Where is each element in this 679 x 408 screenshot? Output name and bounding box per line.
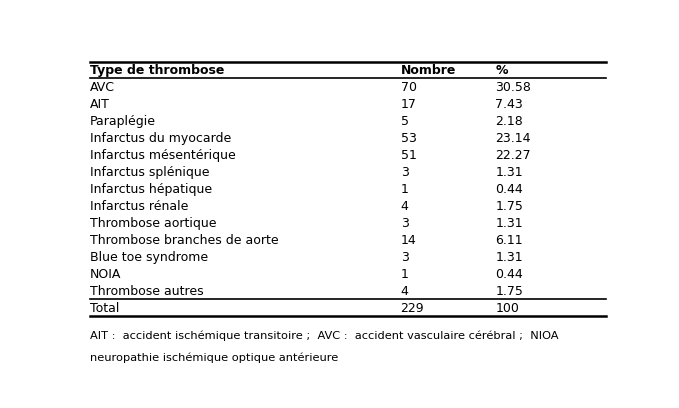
Text: Thrombose autres: Thrombose autres (90, 285, 204, 298)
Text: Paraplégie: Paraplégie (90, 115, 156, 128)
Text: Nombre: Nombre (401, 64, 456, 78)
Text: 53: 53 (401, 132, 416, 145)
Text: AIT: AIT (90, 98, 110, 111)
Text: Blue toe syndrome: Blue toe syndrome (90, 251, 208, 264)
Text: %: % (496, 64, 508, 78)
Text: 23.14: 23.14 (496, 132, 531, 145)
Text: 7.43: 7.43 (496, 98, 523, 111)
Text: Infarctus splénique: Infarctus splénique (90, 166, 210, 179)
Text: 70: 70 (401, 81, 417, 94)
Text: Total: Total (90, 302, 120, 315)
Text: 1.31: 1.31 (496, 166, 523, 179)
Text: 5: 5 (401, 115, 409, 128)
Text: neuropathie ischémique optique antérieure: neuropathie ischémique optique antérieur… (90, 353, 338, 363)
Text: 1.75: 1.75 (496, 285, 524, 298)
Text: Infarctus rénale: Infarctus rénale (90, 200, 189, 213)
Text: Thrombose branches de aorte: Thrombose branches de aorte (90, 234, 279, 247)
Text: 1.31: 1.31 (496, 217, 523, 230)
Text: AVC: AVC (90, 81, 115, 94)
Text: 51: 51 (401, 149, 416, 162)
Text: 100: 100 (496, 302, 519, 315)
Text: 3: 3 (401, 251, 409, 264)
Text: 17: 17 (401, 98, 416, 111)
Text: 4: 4 (401, 200, 409, 213)
Text: Infarctus mésentérique: Infarctus mésentérique (90, 149, 236, 162)
Text: 1.75: 1.75 (496, 200, 524, 213)
Text: Type de thrombose: Type de thrombose (90, 64, 225, 78)
Text: 22.27: 22.27 (496, 149, 531, 162)
Text: AIT :  accident ischémique transitoire ;  AVC :  accident vasculaire cérébral ; : AIT : accident ischémique transitoire ; … (90, 330, 559, 341)
Text: 4: 4 (401, 285, 409, 298)
Text: 1: 1 (401, 183, 409, 196)
Text: 3: 3 (401, 217, 409, 230)
Text: 2.18: 2.18 (496, 115, 523, 128)
Text: 3: 3 (401, 166, 409, 179)
Text: Thrombose aortique: Thrombose aortique (90, 217, 217, 230)
Text: 6.11: 6.11 (496, 234, 523, 247)
Text: 30.58: 30.58 (496, 81, 531, 94)
Text: 14: 14 (401, 234, 416, 247)
Text: 0.44: 0.44 (496, 268, 523, 281)
Text: 1.31: 1.31 (496, 251, 523, 264)
Text: 1: 1 (401, 268, 409, 281)
Text: 229: 229 (401, 302, 424, 315)
Text: NOIA: NOIA (90, 268, 122, 281)
Text: Infarctus hépatique: Infarctus hépatique (90, 183, 213, 196)
Text: Infarctus du myocarde: Infarctus du myocarde (90, 132, 232, 145)
Text: 0.44: 0.44 (496, 183, 523, 196)
